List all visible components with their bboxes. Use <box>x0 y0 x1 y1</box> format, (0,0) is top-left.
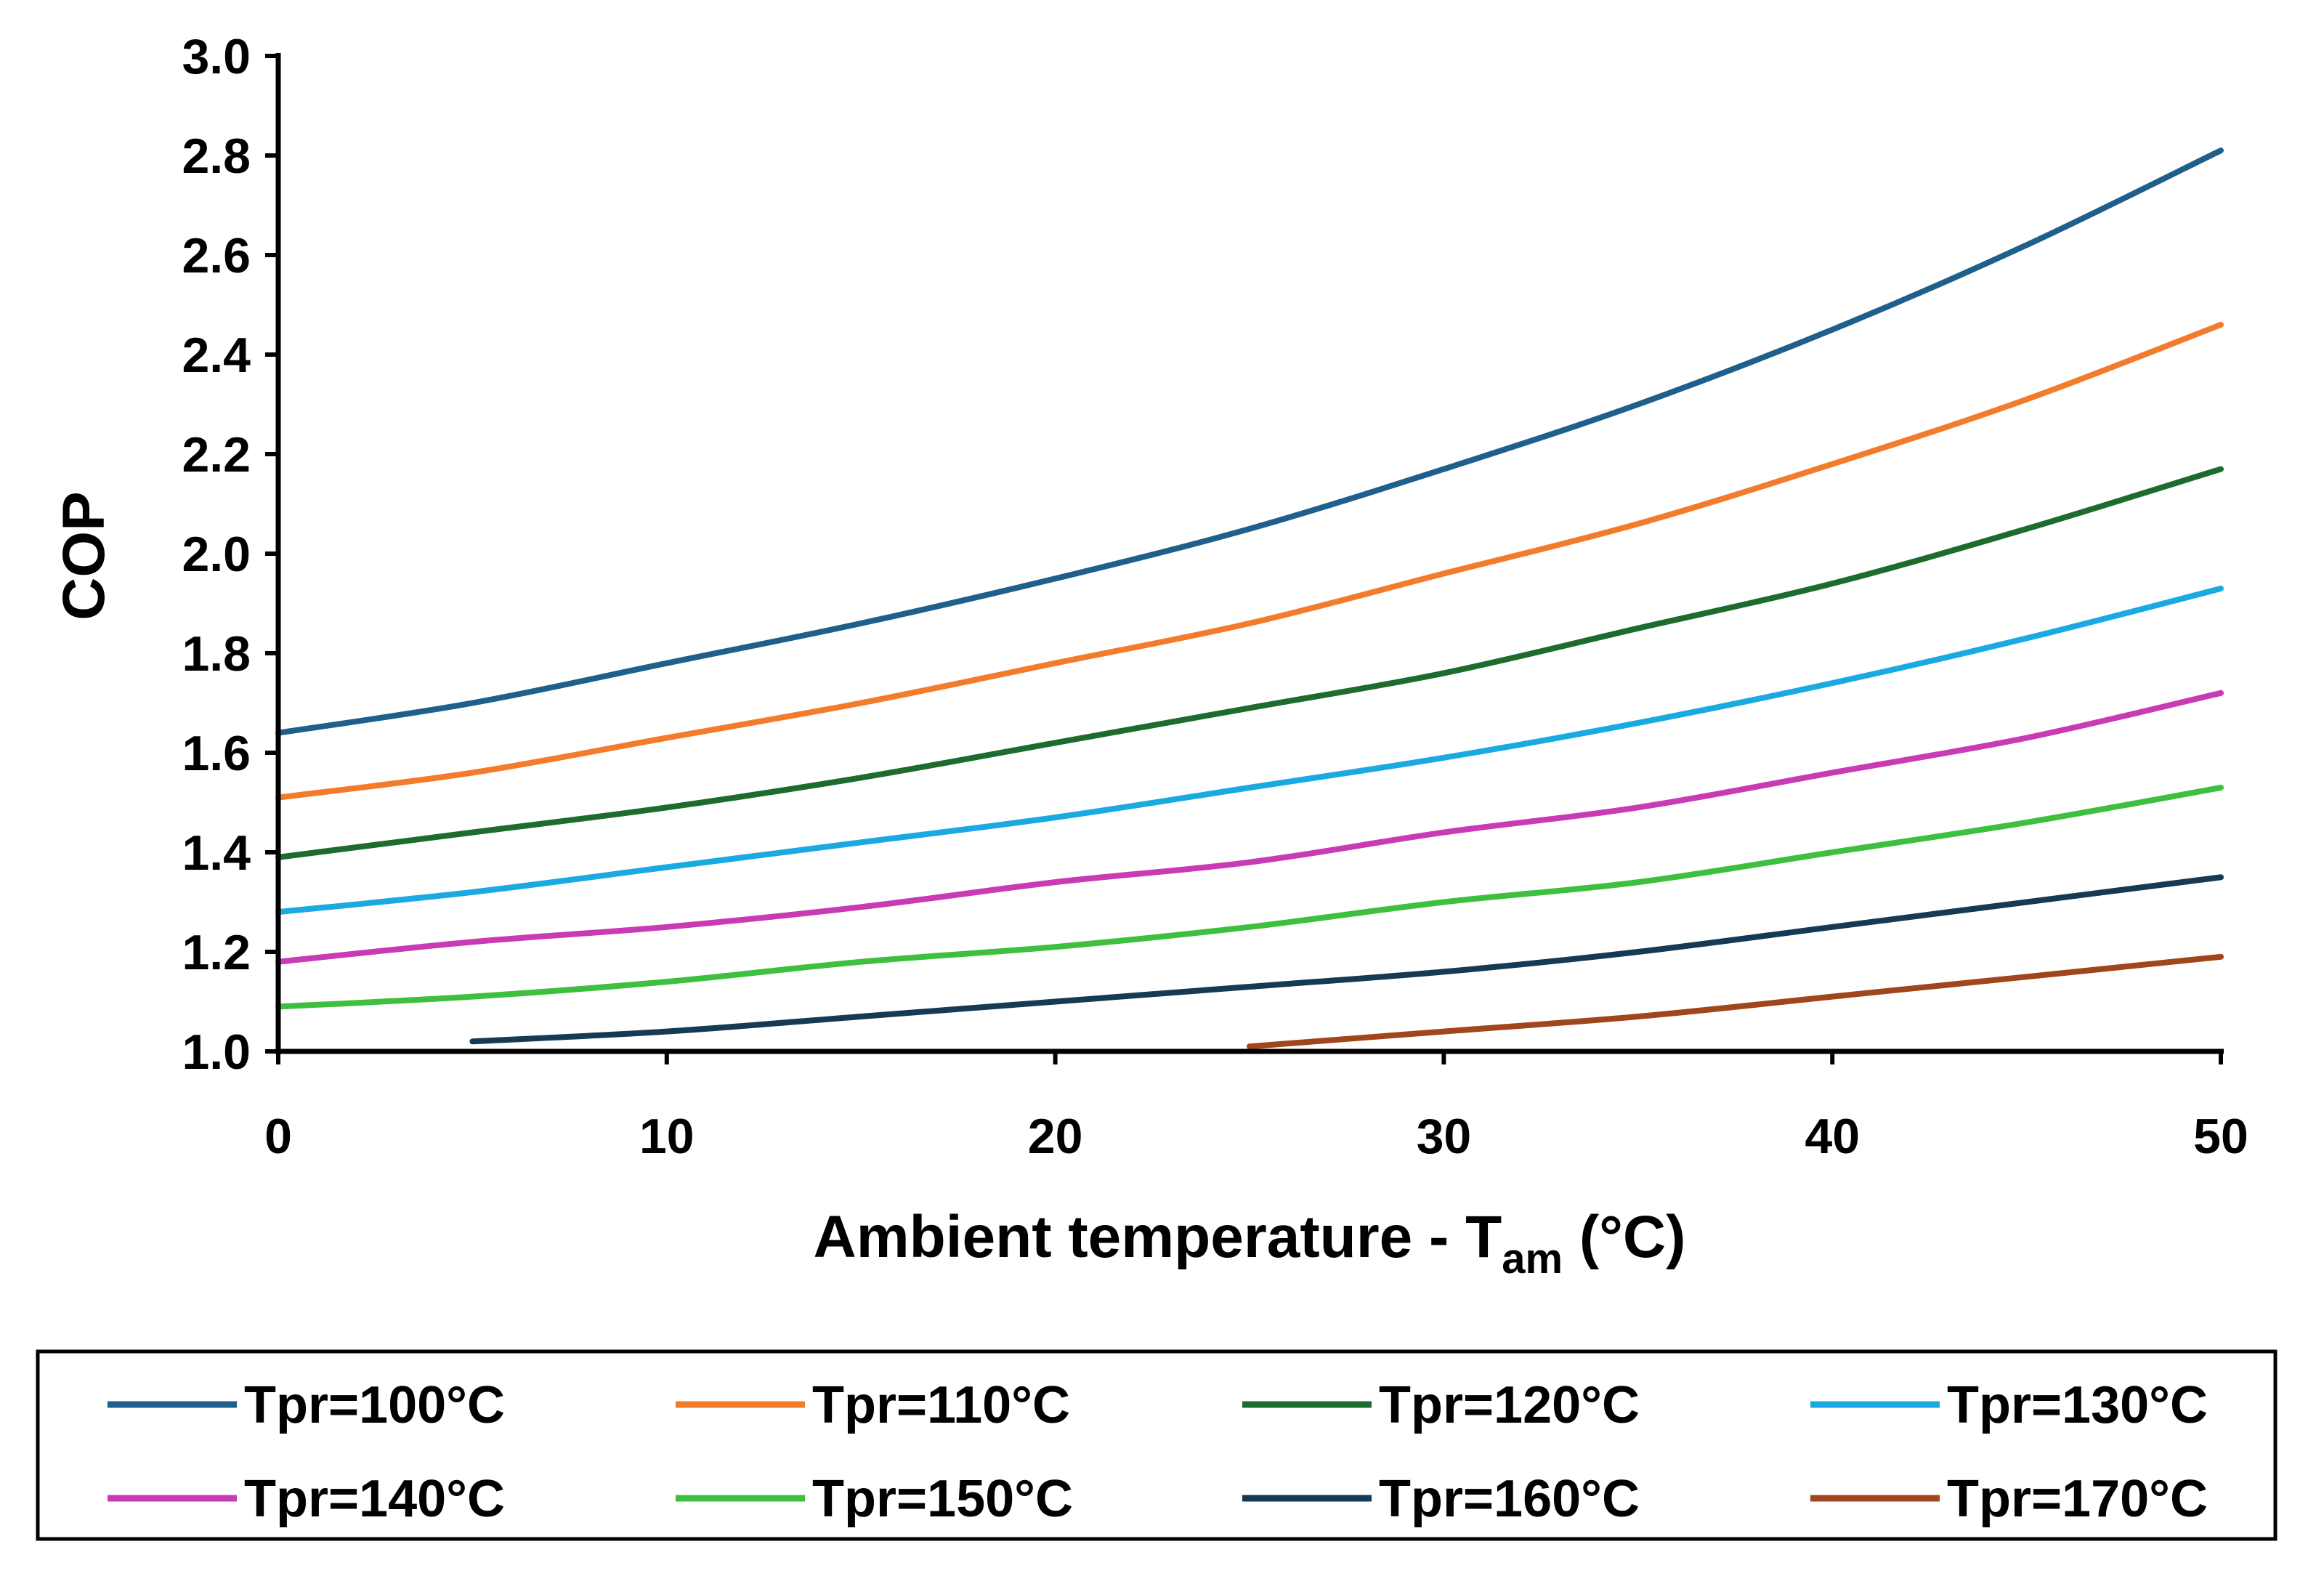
series-line-5 <box>275 785 2224 1010</box>
y-tick-label: 2.0 <box>182 527 251 582</box>
series-line-3 <box>275 586 2224 916</box>
series-lines <box>275 148 2224 1050</box>
series-line-1 <box>275 321 2224 801</box>
x-tick-label: 0 <box>264 1109 292 1164</box>
x-tick-label: 30 <box>1417 1109 1472 1164</box>
series-line-7 <box>1247 953 2224 1050</box>
series-line-4 <box>275 690 2224 965</box>
y-tick-label: 3.0 <box>182 29 251 84</box>
series-line-0 <box>275 148 2224 736</box>
x-tick-label: 20 <box>1028 1109 1083 1164</box>
legend: Tpr=100°C Tpr=110°C Tpr=120°C Tpr=130°C Tpr=… <box>108 1376 2208 1528</box>
legend-box <box>36 1349 2278 1541</box>
y-tick-label: 2.8 <box>182 129 251 184</box>
tick-labels: 1.0 1.2 1.4 1.6 1.8 2.0 2.2 2.4 2.6 2.8 3.0 0 10 20 30… <box>182 29 2248 1164</box>
x-axis-title-subscript: am <box>1502 1235 1563 1282</box>
x-tick-label: 10 <box>639 1109 695 1164</box>
x-tick-label: 50 <box>2193 1109 2248 1164</box>
y-axis-title: COP <box>51 491 117 621</box>
legend-label-4: Tpr=140°C <box>244 1470 505 1528</box>
legend-label-7: Tpr=170°C <box>1947 1470 2208 1528</box>
y-tick-label: 1.4 <box>182 825 251 881</box>
x-axis-title-unit: (°C) <box>1563 1204 1685 1270</box>
legend-label-3: Tpr=130°C <box>1947 1376 2208 1434</box>
y-tick-label: 1.6 <box>182 726 251 781</box>
series-line-6 <box>469 874 2224 1045</box>
legend-label-6: Tpr=160°C <box>1379 1470 1640 1528</box>
y-tick-label: 2.4 <box>182 328 251 383</box>
y-tick-label: 2.6 <box>182 228 251 283</box>
x-axis-title-main: Ambient temperature - T <box>814 1204 1502 1270</box>
series-line-2 <box>275 466 2224 860</box>
y-tick-label: 1.2 <box>182 925 251 980</box>
axes <box>265 53 2224 1064</box>
legend-label-0: Tpr=100°C <box>244 1376 505 1434</box>
y-tick-label: 2.2 <box>182 427 251 482</box>
y-tick-label: 1.0 <box>182 1025 251 1080</box>
x-tick-label: 40 <box>1805 1109 1860 1164</box>
legend-label-2: Tpr=120°C <box>1379 1376 1640 1434</box>
y-tick-label: 1.8 <box>182 626 251 682</box>
legend-label-5: Tpr=150°C <box>812 1470 1073 1528</box>
legend-label-1: Tpr=110°C <box>812 1376 1070 1434</box>
x-axis-title: Ambient temperature - Tam (°C) <box>814 1204 1686 1282</box>
